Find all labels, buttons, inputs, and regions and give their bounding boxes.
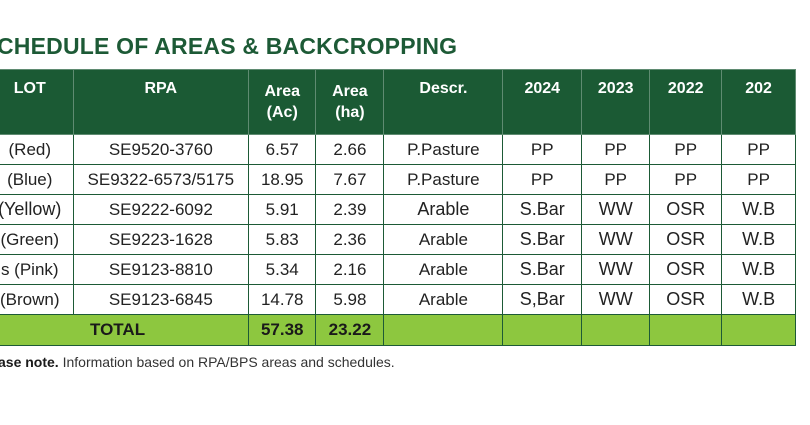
- column-header-2021: 202: [721, 69, 796, 135]
- cell-area-ha: 2.36: [315, 224, 385, 255]
- total-empty-2022: [649, 314, 723, 346]
- cell-lot: s (Pink): [0, 254, 74, 285]
- cell-descr: P.Pasture: [383, 164, 504, 195]
- cell-rpa: SE9123-6845: [72, 284, 250, 315]
- total-empty-descr: [383, 314, 504, 346]
- page-title: CHEDULE OF AREAS & BACKCROPPING: [0, 33, 458, 59]
- cell-descr: Arable: [383, 284, 504, 315]
- cell-2024: S,Bar: [502, 284, 583, 315]
- cell-rpa: SE9223-1628: [72, 224, 250, 255]
- cell-2024: PP: [502, 134, 583, 165]
- cell-rpa: SE9222-6092: [72, 194, 250, 225]
- cell-area-ha: 2.39: [315, 194, 385, 225]
- table-row: (Brown) SE9123-6845 14.78 5.98 Arable S,…: [0, 284, 796, 315]
- column-header-area-ha: Area (ha): [315, 69, 385, 135]
- cell-area-ha: 2.66: [315, 134, 385, 165]
- cell-2023: PP: [581, 134, 651, 165]
- cell-2022: PP: [649, 134, 723, 165]
- cell-2021: PP: [721, 164, 796, 195]
- cell-area-ha: 7.67: [315, 164, 385, 195]
- cell-2023: WW: [581, 224, 651, 255]
- total-area-ha: 23.22: [315, 314, 385, 346]
- cell-area-ha: 2.16: [315, 254, 385, 285]
- total-empty-2021: [721, 314, 796, 346]
- column-header-area-ac-line2: (Ac): [266, 104, 298, 121]
- cell-descr: Arable: [383, 254, 504, 285]
- column-header-area-ac-line1: Area: [264, 83, 301, 100]
- cell-2024: PP: [502, 164, 583, 195]
- table-row: s (Pink) SE9123-8810 5.34 2.16 Arable S.…: [0, 254, 796, 285]
- cell-area-ac: 5.83: [248, 224, 317, 255]
- cell-2021: W.B: [721, 194, 796, 225]
- cell-area-ac: 5.34: [248, 254, 317, 285]
- cell-descr: Arable: [383, 194, 504, 225]
- cell-descr: Arable: [383, 224, 504, 255]
- cell-rpa: SE9322-6573/5175: [72, 164, 250, 195]
- column-header-2022: 2022: [649, 69, 723, 135]
- column-header-area-ha-line1: Area: [332, 83, 368, 100]
- table-row: (Red) SE9520-3760 6.57 2.66 P.Pasture PP…: [0, 134, 796, 165]
- footnote-lead: ase note.: [0, 354, 59, 370]
- cell-lot: (Red): [0, 134, 74, 165]
- total-area-ac: 57.38: [248, 314, 317, 346]
- cell-area-ac: 5.91: [248, 194, 317, 225]
- column-header-area-ha-line2: (ha): [335, 104, 365, 121]
- column-header-lot: LOT: [0, 69, 74, 135]
- column-header-rpa: RPA: [72, 69, 250, 135]
- cell-rpa: SE9520-3760: [72, 134, 250, 165]
- cell-2023: WW: [581, 254, 651, 285]
- schedule-table: LOT RPA Area (Ac) Area (ha) Descr. 2024 …: [0, 69, 796, 346]
- column-header-descr: Descr.: [383, 69, 504, 135]
- column-header-area-ac: Area (Ac): [248, 69, 317, 135]
- cell-lot: (Green): [0, 224, 74, 255]
- cell-rpa: SE9123-8810: [72, 254, 250, 285]
- cell-2024: S.Bar: [502, 224, 583, 255]
- cell-2023: WW: [581, 284, 651, 315]
- total-label: TOTAL: [0, 314, 250, 346]
- cell-lot: (Blue): [0, 164, 74, 195]
- footnote-text: Information based on RPA/BPS areas and s…: [58, 354, 395, 370]
- total-empty-2023: [581, 314, 651, 346]
- total-empty-2024: [502, 314, 583, 346]
- header-row: LOT RPA Area (Ac) Area (ha) Descr. 2024 …: [0, 69, 796, 135]
- cell-2022: OSR: [649, 194, 723, 225]
- cell-2022: PP: [649, 164, 723, 195]
- table-row: (Blue) SE9322-6573/5175 18.95 7.67 P.Pas…: [0, 164, 796, 195]
- cell-descr: P.Pasture: [383, 134, 504, 165]
- column-header-2023: 2023: [581, 69, 651, 135]
- column-header-2024: 2024: [502, 69, 583, 135]
- cell-2021: W.B: [721, 224, 796, 255]
- total-row: TOTAL 57.38 23.22: [0, 314, 796, 346]
- cell-2022: OSR: [649, 224, 723, 255]
- cell-2022: OSR: [649, 254, 723, 285]
- cell-area-ac: 14.78: [248, 284, 317, 315]
- cell-2023: PP: [581, 164, 651, 195]
- cell-2024: S.Bar: [502, 254, 583, 285]
- table-row: (Yellow) SE9222-6092 5.91 2.39 Arable S.…: [0, 194, 796, 225]
- cell-2022: OSR: [649, 284, 723, 315]
- cell-2023: WW: [581, 194, 651, 225]
- cell-2024: S.Bar: [502, 194, 583, 225]
- cell-2021: W.B: [721, 284, 796, 315]
- cell-lot: (Yellow): [0, 194, 74, 225]
- cell-2021: W.B: [721, 254, 796, 285]
- table-row: (Green) SE9223-1628 5.83 2.36 Arable S.B…: [0, 224, 796, 255]
- cell-area-ac: 18.95: [248, 164, 317, 195]
- footnote: ase note. Information based on RPA/BPS a…: [0, 354, 395, 370]
- cell-area-ac: 6.57: [248, 134, 317, 165]
- cell-area-ha: 5.98: [315, 284, 385, 315]
- cell-2021: PP: [721, 134, 796, 165]
- cell-lot: (Brown): [0, 284, 74, 315]
